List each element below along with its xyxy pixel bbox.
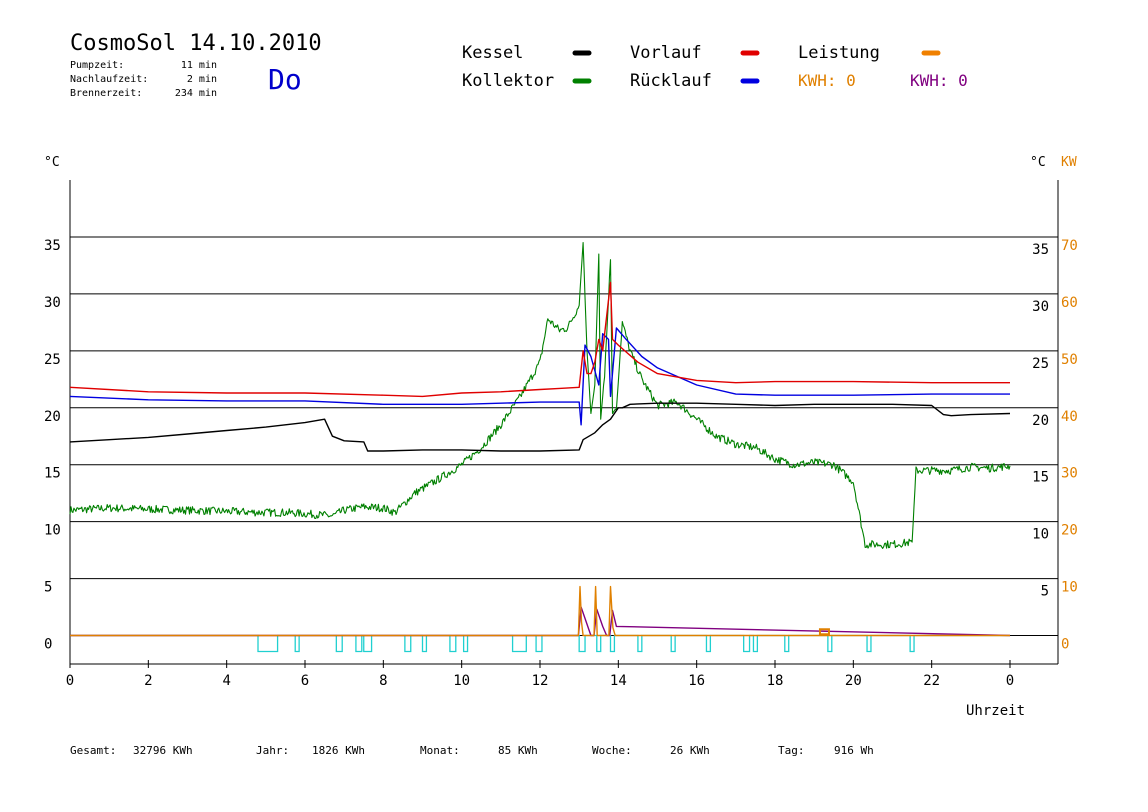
stat-value: 2 min xyxy=(187,74,217,85)
stats-block: Pumpzeit: 11 min Nachlaufzeit: 2 min Bre… xyxy=(70,60,217,99)
x-tick-label: 0 xyxy=(1006,673,1014,689)
y-tick-left: 10 xyxy=(44,523,61,539)
week-label: Woche: xyxy=(592,744,632,757)
legend-label-kollektor: Kollektor xyxy=(462,71,554,91)
x-tick-label: 14 xyxy=(610,673,627,689)
x-axis-label: Uhrzeit xyxy=(966,703,1025,719)
tick-labels: 0510152025303551015202530350102030405060… xyxy=(44,238,1078,689)
total-label: Gesamt: xyxy=(70,744,116,757)
y-tick-right: 15 xyxy=(1032,470,1049,486)
year-value: 1826 KWh xyxy=(312,744,365,757)
x-tick-label: 0 xyxy=(66,673,74,689)
x-tick-label: 10 xyxy=(453,673,470,689)
stat-label: Nachlaufzeit: xyxy=(70,74,148,85)
legend-label-ruecklauf: Rücklauf xyxy=(630,71,712,91)
day-label: Do xyxy=(268,63,302,96)
y-tick-kw: 10 xyxy=(1061,580,1078,596)
y-tick-kw: 40 xyxy=(1061,409,1078,425)
series-line-pumpe xyxy=(70,606,1011,637)
y-tick-kw: 20 xyxy=(1061,523,1078,539)
grid xyxy=(69,180,1059,668)
series-line-kessel xyxy=(69,402,1011,452)
stat-label: Brennerzeit: xyxy=(70,88,142,99)
x-tick-label: 18 xyxy=(767,673,784,689)
power-marker xyxy=(818,628,830,636)
week-value: 26 KWh xyxy=(670,744,710,757)
x-tick-label: 8 xyxy=(379,673,387,689)
chart-marks xyxy=(69,242,1011,653)
total-value: 32796 KWh xyxy=(133,744,193,757)
burner-trace xyxy=(70,634,1010,653)
y-tick-kw: 0 xyxy=(1061,637,1069,653)
x-tick-label: 2 xyxy=(144,673,152,689)
kwh-label-pumpe: KWH: 0 xyxy=(910,71,968,90)
y-tick-left: 25 xyxy=(44,352,61,368)
x-tick-label: 6 xyxy=(301,673,309,689)
y-tick-left: 5 xyxy=(44,580,52,596)
month-label: Monat: xyxy=(420,744,460,757)
y-tick-left: 35 xyxy=(44,238,61,254)
day-total-label: Tag: xyxy=(778,744,805,757)
y-tick-right: 25 xyxy=(1032,356,1049,372)
y-tick-kw: 30 xyxy=(1061,466,1078,482)
y-tick-right: 30 xyxy=(1032,299,1049,315)
chart-title: CosmoSol 14.10.2010 xyxy=(70,31,322,56)
legend-label-leistung: Leistung xyxy=(798,43,880,63)
year-label: Jahr: xyxy=(256,744,289,757)
y-tick-kw: 70 xyxy=(1061,238,1078,254)
series-line-kollektor xyxy=(69,242,1011,549)
x-tick-label: 16 xyxy=(688,673,705,689)
series-line-ruecklauf xyxy=(69,327,1010,426)
y-tick-right: 5 xyxy=(1041,584,1049,600)
energy-totals: Gesamt: 32796 KWh Jahr: 1826 KWh Monat: … xyxy=(70,744,874,757)
stat-value: 234 min xyxy=(175,88,217,99)
y-left-unit: °C xyxy=(44,155,60,170)
y-tick-left: 0 xyxy=(44,637,52,653)
y-tick-left: 30 xyxy=(44,295,61,311)
legend-label-kessel: Kessel xyxy=(462,43,523,63)
day-total-value: 916 Wh xyxy=(834,744,874,757)
x-tick-label: 20 xyxy=(845,673,862,689)
y-tick-left: 15 xyxy=(44,466,61,482)
y-tick-left: 20 xyxy=(44,409,61,425)
stat-value: 11 min xyxy=(181,60,217,71)
legend: Kessel Vorlauf Leistung Kollektor Rückla… xyxy=(462,43,968,91)
y-tick-kw: 60 xyxy=(1061,295,1078,311)
month-value: 85 KWh xyxy=(498,744,538,757)
series-line-vorlauf xyxy=(69,281,1010,398)
y-right-unit: °C xyxy=(1030,155,1046,170)
legend-label-vorlauf: Vorlauf xyxy=(630,43,702,63)
y-tick-right: 35 xyxy=(1032,242,1049,258)
series-line-leistung xyxy=(70,585,1010,637)
stat-label: Pumpzeit: xyxy=(70,60,124,71)
x-tick-label: 22 xyxy=(923,673,940,689)
x-tick-label: 4 xyxy=(222,673,230,689)
x-tick-label: 12 xyxy=(532,673,549,689)
y-kw-unit: KW xyxy=(1061,155,1077,170)
y-tick-kw: 50 xyxy=(1061,352,1078,368)
y-tick-right: 10 xyxy=(1032,527,1049,543)
y-tick-right: 20 xyxy=(1032,413,1049,429)
kwh-label-leistung: KWH: 0 xyxy=(798,71,856,90)
